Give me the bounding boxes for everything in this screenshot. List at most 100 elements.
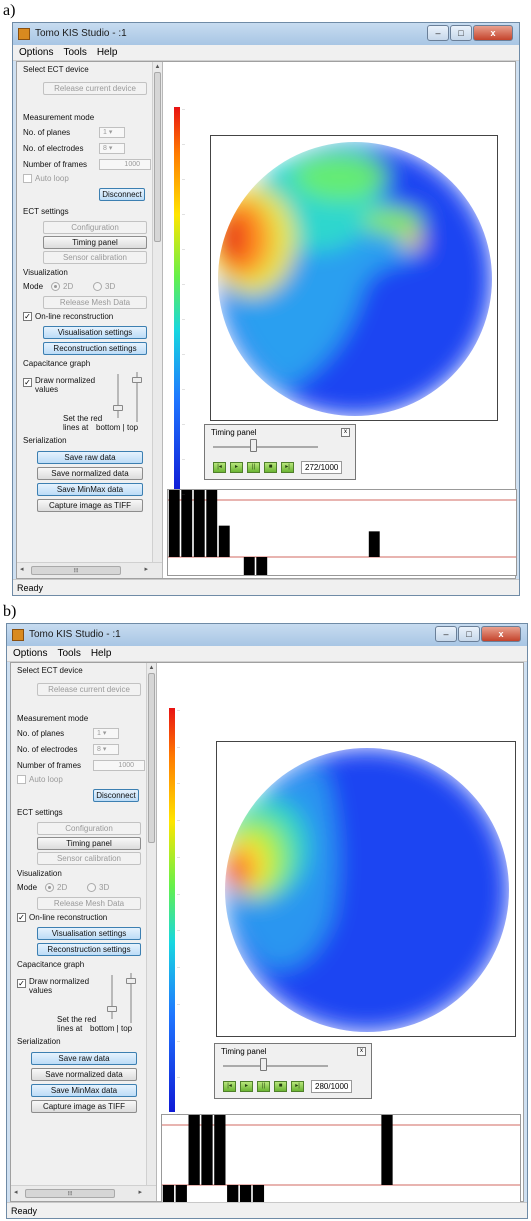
save-minmax-button[interactable]: Save MinMax data: [37, 483, 143, 496]
first-frame-icon[interactable]: |◂: [223, 1081, 236, 1092]
last-frame-icon[interactable]: ▸|: [291, 1081, 304, 1092]
timing-close-icon[interactable]: x: [357, 1047, 366, 1056]
colorbar-tick: —: [182, 387, 185, 391]
timing-panel-button[interactable]: Timing panel: [43, 236, 147, 249]
frame-slider-track[interactable]: [223, 1065, 328, 1067]
menu-bar: Options Tools Help: [7, 646, 527, 662]
disconnect-button[interactable]: Disconnect: [99, 188, 145, 201]
close-button[interactable]: x: [473, 25, 513, 41]
menu-options[interactable]: Options: [19, 47, 54, 58]
mode-2d-radio[interactable]: [45, 883, 54, 892]
frame-slider-knob[interactable]: [260, 1058, 268, 1071]
bottom-line-slider[interactable]: [107, 975, 117, 1019]
scroll-left-icon[interactable]: ◂: [14, 1189, 18, 1196]
pause-icon[interactable]: ||: [247, 462, 260, 473]
reconstruction-settings-button[interactable]: Reconstruction settings: [43, 342, 147, 355]
hscroll-thumb[interactable]: ⦙⦙⦙: [31, 566, 121, 575]
planes-select[interactable]: 1 ▾: [99, 127, 125, 138]
menu-options[interactable]: Options: [13, 648, 48, 659]
configuration-button[interactable]: Configuration: [37, 822, 141, 835]
sensor-calibration-button[interactable]: Sensor calibration: [37, 852, 141, 865]
frame-slider-track[interactable]: [213, 446, 318, 448]
mode-3d-radio[interactable]: [87, 883, 96, 892]
menu-tools[interactable]: Tools: [63, 47, 87, 58]
capture-tiff-button[interactable]: Capture image as TIFF: [31, 1100, 137, 1113]
sidebar-horizontal-scrollbar[interactable]: ◂ ⦙⦙⦙ ▸: [17, 562, 162, 578]
last-frame-icon[interactable]: ▸|: [281, 462, 294, 473]
planes-select[interactable]: 1 ▾: [93, 728, 119, 739]
electrodes-select[interactable]: 8 ▾: [93, 744, 119, 755]
frame-slider-knob[interactable]: [249, 439, 257, 452]
top-slider-knob[interactable]: [132, 377, 142, 383]
save-minmax-button[interactable]: Save MinMax data: [31, 1084, 137, 1097]
play-icon[interactable]: ▸: [230, 462, 243, 473]
title-bar[interactable]: Tomo KIS Studio - :1 – □ x: [7, 624, 527, 646]
autoloop-checkbox[interactable]: [23, 174, 32, 183]
configuration-button[interactable]: Configuration: [43, 221, 147, 234]
stop-icon[interactable]: ■: [274, 1081, 287, 1092]
sidebar-vertical-scrollbar[interactable]: ▲: [152, 62, 162, 562]
planes-value: 1: [97, 730, 101, 737]
visualisation-settings-button[interactable]: Visualisation settings: [43, 326, 147, 339]
top-line-slider[interactable]: [126, 973, 136, 1023]
save-raw-button[interactable]: Save raw data: [31, 1052, 137, 1065]
autoloop-label: Auto loop: [35, 174, 69, 183]
colorbar-tick: —: [177, 965, 180, 970]
minimize-button[interactable]: –: [427, 25, 449, 41]
sensor-calibration-button[interactable]: Sensor calibration: [43, 251, 147, 264]
menu-tools[interactable]: Tools: [57, 648, 81, 659]
top-line-slider[interactable]: [132, 372, 142, 422]
mode-3d-label: 3D: [99, 883, 110, 892]
stop-icon[interactable]: ■: [264, 462, 277, 473]
pause-icon[interactable]: ||: [257, 1081, 270, 1092]
menu-help[interactable]: Help: [90, 648, 112, 659]
minimize-button[interactable]: –: [435, 626, 457, 642]
autoloop-checkbox[interactable]: [17, 775, 26, 784]
hscroll-thumb[interactable]: ⦙⦙⦙: [25, 1189, 115, 1198]
release-mesh-button[interactable]: Release Mesh Data: [37, 897, 141, 910]
bottom-line-slider[interactable]: [113, 374, 123, 418]
section-visualization: Visualization: [23, 268, 68, 277]
release-device-button[interactable]: Release current device: [37, 683, 141, 696]
scroll-left-icon[interactable]: ◂: [20, 566, 24, 573]
timing-panel-button[interactable]: Timing panel: [37, 837, 141, 850]
scroll-thumb[interactable]: [148, 673, 155, 843]
play-icon[interactable]: ▸: [240, 1081, 253, 1092]
sidebar-vertical-scrollbar[interactable]: ▲: [146, 663, 156, 1185]
capture-tiff-button[interactable]: Capture image as TIFF: [37, 499, 143, 512]
save-normalized-button[interactable]: Save normalized data: [31, 1068, 137, 1081]
menu-help[interactable]: Help: [96, 47, 118, 58]
visualisation-settings-button[interactable]: Visualisation settings: [37, 927, 141, 940]
first-frame-icon[interactable]: |◂: [213, 462, 226, 473]
maximize-button[interactable]: □: [450, 25, 472, 41]
scroll-thumb[interactable]: [154, 72, 161, 242]
scroll-right-icon[interactable]: ▸: [138, 1189, 142, 1196]
online-reconstruction-checkbox[interactable]: ✓: [17, 913, 26, 922]
bottom-slider-knob[interactable]: [113, 405, 123, 411]
sidebar-horizontal-scrollbar[interactable]: ◂ ⦙⦙⦙ ▸: [11, 1185, 156, 1201]
draw-normalized-checkbox[interactable]: ✓: [23, 378, 32, 387]
scroll-up-icon[interactable]: ▲: [148, 665, 155, 671]
save-raw-button[interactable]: Save raw data: [37, 451, 143, 464]
release-device-button[interactable]: Release current device: [43, 82, 147, 95]
scroll-right-icon[interactable]: ▸: [144, 566, 148, 573]
scroll-up-icon[interactable]: ▲: [154, 64, 161, 70]
electrodes-select[interactable]: 8 ▾: [99, 143, 125, 154]
capacitance-bar: [227, 1185, 239, 1203]
frames-input[interactable]: 1000: [99, 159, 151, 170]
mode-2d-radio[interactable]: [51, 282, 60, 291]
frames-input[interactable]: 1000: [93, 760, 145, 771]
mode-3d-radio[interactable]: [93, 282, 102, 291]
disconnect-button[interactable]: Disconnect: [93, 789, 139, 802]
top-slider-knob[interactable]: [126, 978, 136, 984]
maximize-button[interactable]: □: [458, 626, 480, 642]
save-normalized-button[interactable]: Save normalized data: [37, 467, 143, 480]
timing-close-icon[interactable]: x: [341, 428, 350, 437]
close-button[interactable]: x: [481, 626, 521, 642]
title-bar[interactable]: Tomo KIS Studio - :1 – □ x: [13, 23, 519, 45]
bottom-slider-knob[interactable]: [107, 1006, 117, 1012]
release-mesh-button[interactable]: Release Mesh Data: [43, 296, 147, 309]
online-reconstruction-checkbox[interactable]: ✓: [23, 312, 32, 321]
draw-normalized-checkbox[interactable]: ✓: [17, 979, 26, 988]
reconstruction-settings-button[interactable]: Reconstruction settings: [37, 943, 141, 956]
